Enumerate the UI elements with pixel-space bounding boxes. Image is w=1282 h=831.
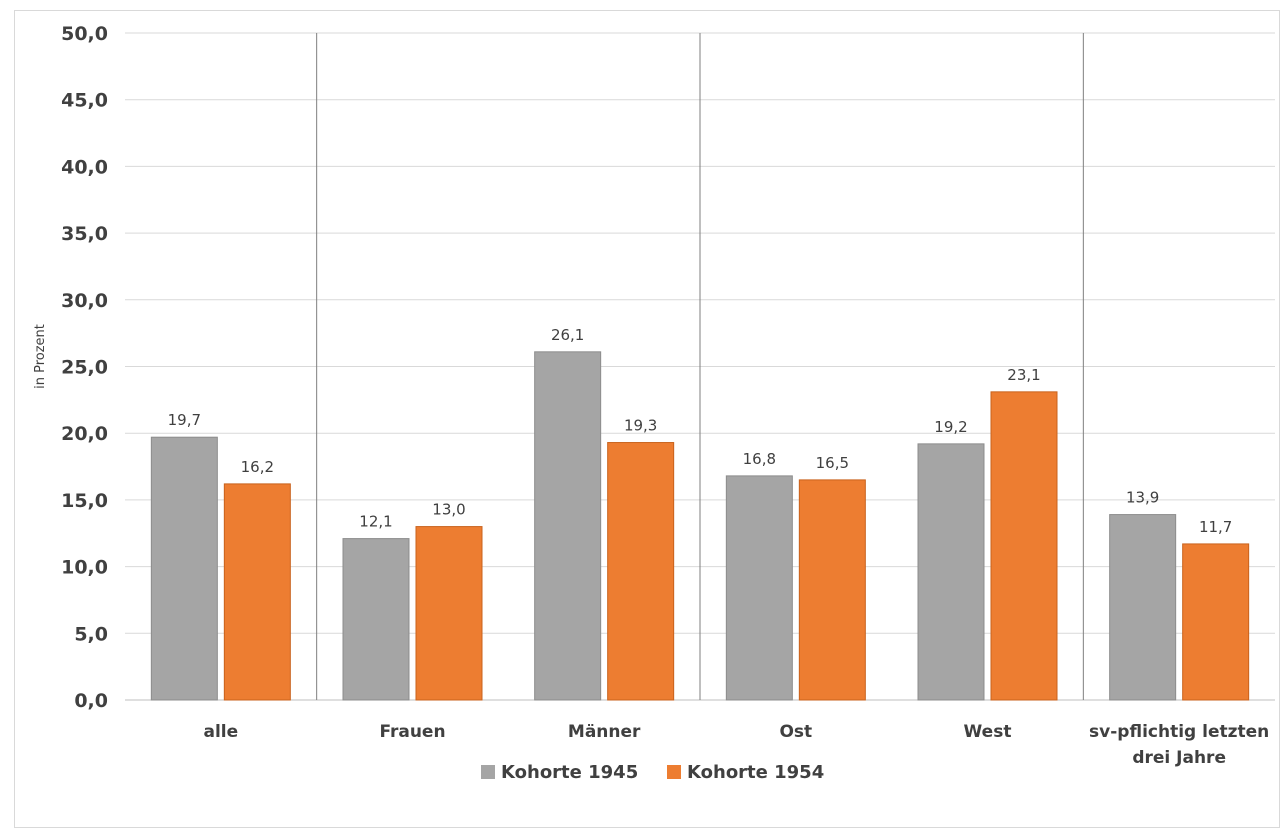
bar [415,526,483,701]
data-label: 16,5 [816,454,849,472]
data-label: 19,3 [624,417,657,435]
y-tick-label: 5,0 [74,623,108,645]
y-tick-label: 45,0 [61,90,108,112]
bar [342,538,410,701]
y-tick-label: 25,0 [61,357,108,379]
x-tick-label: drei Jahre [1132,748,1226,768]
y-tick-label: 10,0 [61,557,108,579]
data-label: 26,1 [551,326,584,344]
y-tick-label: 40,0 [61,156,108,178]
bar [798,479,866,701]
legend-swatch [667,765,681,779]
data-label: 13,0 [432,501,465,519]
y-tick-label: 50,0 [61,23,108,45]
chart-frame [14,10,1280,828]
legend-label: Kohorte 1954 [687,762,824,783]
x-tick-label: alle [204,722,239,742]
bar [917,443,985,701]
bar [223,483,291,701]
y-tick-label: 20,0 [61,423,108,445]
bar [607,442,675,701]
data-label: 13,9 [1126,489,1159,507]
data-label: 11,7 [1199,518,1232,536]
x-tick-label: Frauen [379,722,445,742]
y-tick-label: 35,0 [61,223,108,245]
data-label: 19,7 [168,411,201,429]
bar [150,436,218,701]
x-tick-label: West [964,722,1012,742]
bar [1109,514,1177,701]
data-label: 23,1 [1007,366,1040,384]
x-tick-label: Ost [779,722,812,742]
y-tick-label: 0,0 [74,690,108,712]
y-tick-label: 15,0 [61,490,108,512]
legend-label: Kohorte 1945 [501,762,638,783]
legend-swatch [481,765,495,779]
bar [725,475,793,701]
bar [1182,543,1250,701]
data-label: 12,1 [359,513,392,531]
data-label: 16,8 [743,450,776,468]
data-label: 16,2 [241,458,274,476]
y-tick-label: 30,0 [61,290,108,312]
x-tick-label: sv-pflichtig letzten [1089,722,1269,742]
x-tick-label: Männer [568,722,641,742]
bar [990,391,1058,701]
data-label: 19,2 [934,418,967,436]
bar [534,351,602,701]
y-axis-label: in Prozent [33,324,48,389]
